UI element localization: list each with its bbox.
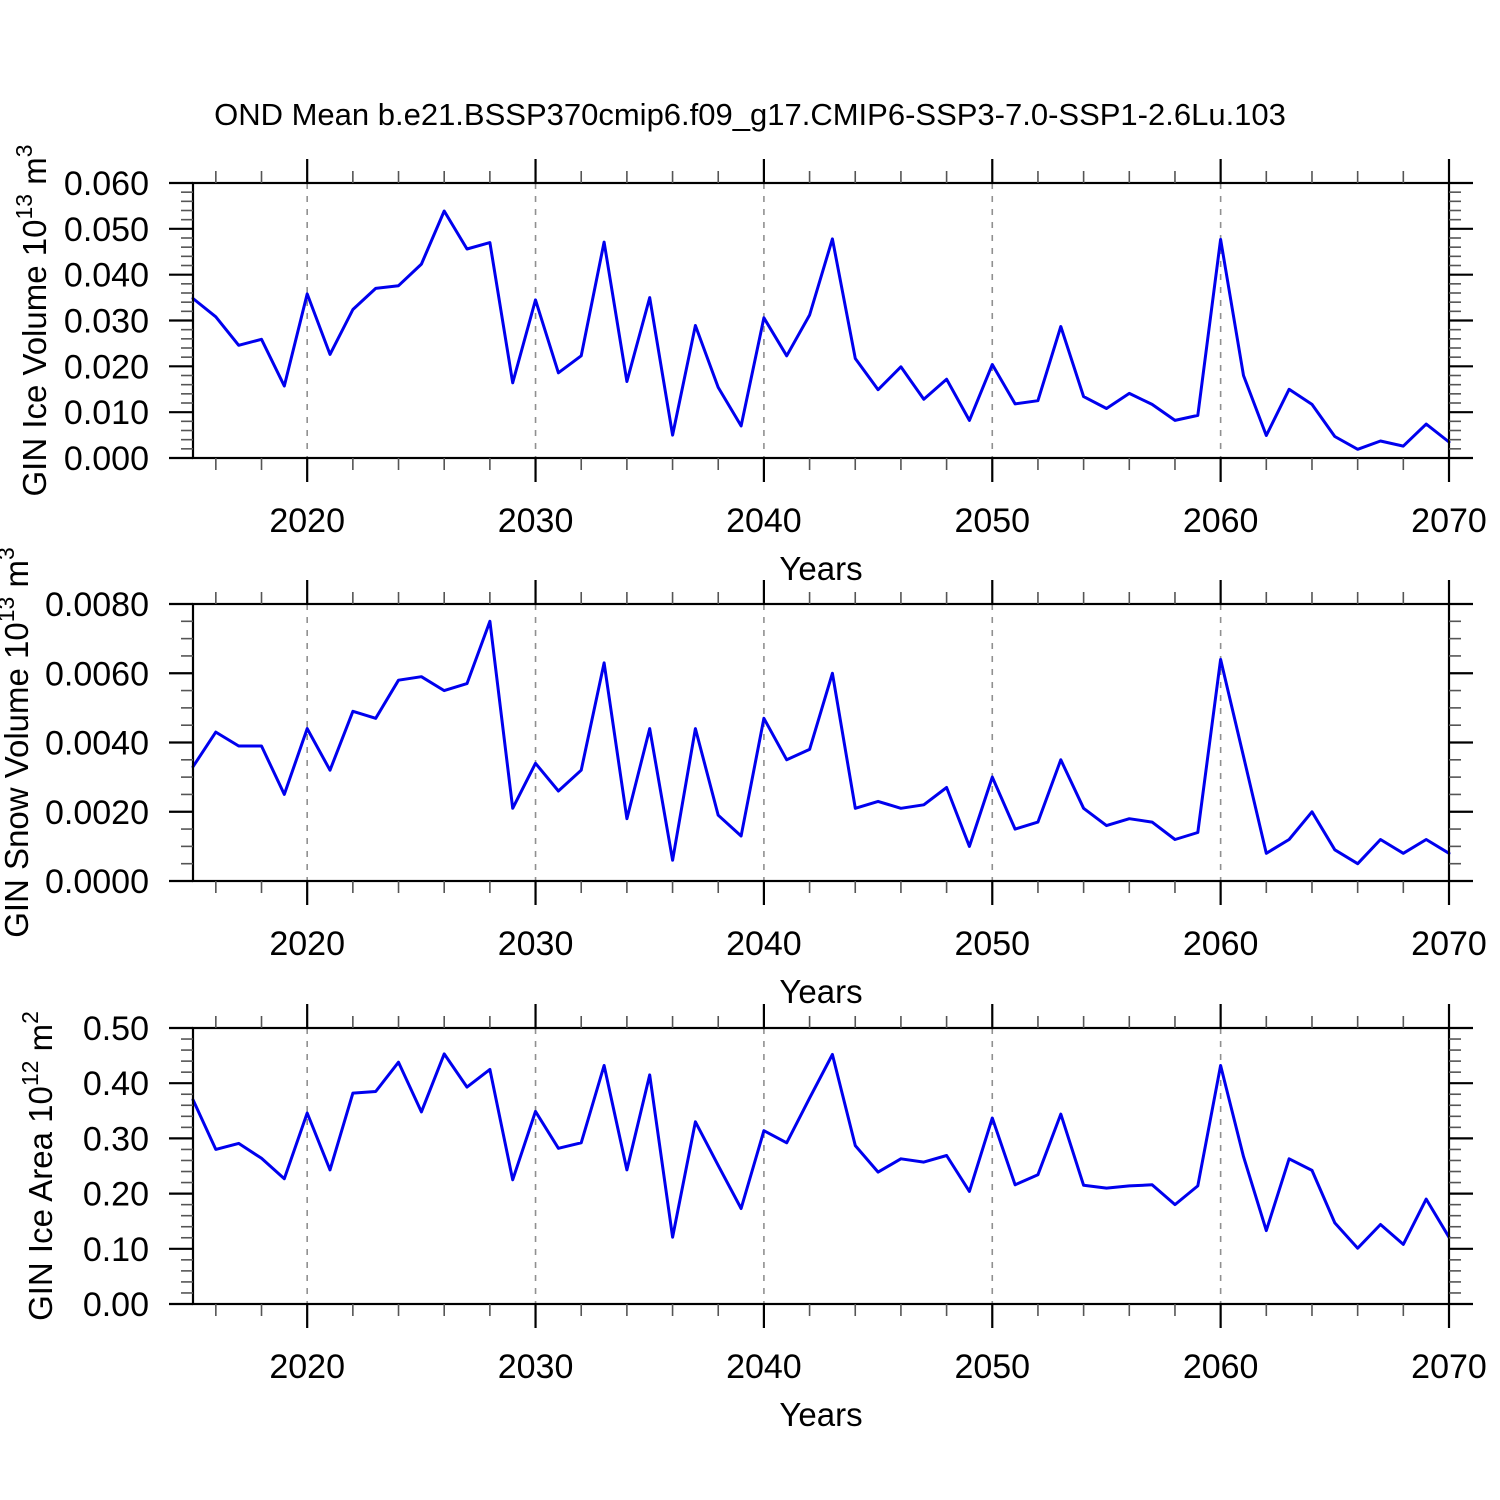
panel-gin-ice-volume: 0.000 0.010 0.020 0.030 0.040 0.050 0.060 2020 2… [11, 144, 1487, 587]
xtick-label: 2060 [1183, 502, 1259, 540]
ytick-label: 0.0060 [45, 655, 149, 693]
xtick-label: 2020 [269, 502, 345, 540]
ytick-label: 0.0080 [45, 586, 149, 624]
gin-snow-volume-line [191, 619, 1451, 866]
ytick-label: 0.00 [83, 1286, 149, 1324]
ytick-label: 0.010 [64, 394, 149, 432]
y-axis-label: GIN Ice Volume 1013 m3 [11, 144, 53, 496]
ytick-label: 0.30 [83, 1120, 149, 1158]
xtick-label: 2070 [1411, 502, 1487, 540]
x-axis-label: Years [779, 973, 862, 1010]
xtick-label: 2030 [498, 925, 574, 963]
chart-title: OND Mean b.e21.BSSP370cmip6.f09_g17.CMIP… [214, 97, 1286, 132]
ytick-label: 0.050 [64, 211, 149, 249]
xtick-label: 2020 [269, 925, 345, 963]
xtick-label: 2060 [1183, 1348, 1259, 1386]
xtick-label: 2040 [726, 502, 802, 540]
ytick-label: 0.20 [83, 1176, 149, 1214]
ytick-label: 0.020 [64, 348, 149, 386]
panel-gin-ice-area: 0.00 0.10 0.20 0.30 0.40 0.50 2020 2030 2040 2050… [17, 1004, 1487, 1433]
gin-ice-volume-line [191, 209, 1451, 451]
xtick-label: 2050 [954, 925, 1030, 963]
gin-ice-area-line [191, 1052, 1451, 1250]
ytick-label: 0.0020 [45, 794, 149, 832]
plot-border [191, 602, 1451, 883]
xtick-label: 2070 [1411, 1348, 1487, 1386]
panel-gin-snow-volume: 0.0000 0.0020 0.0040 0.0060 0.0080 2020 2030 20… [0, 547, 1487, 1010]
y-axis-label: GIN Ice Area 1012 m2 [17, 1011, 59, 1321]
xtick-label: 2040 [726, 925, 802, 963]
ytick-label: 0.0000 [45, 863, 149, 901]
ytick-label: 0.40 [83, 1065, 149, 1103]
xtick-label: 2020 [269, 1348, 345, 1386]
xtick-label: 2030 [498, 1348, 574, 1386]
xtick-label: 2040 [726, 1348, 802, 1386]
y-axis-label: GIN Snow Volume 1013 m3 [0, 547, 35, 938]
ytick-label: 0.000 [64, 440, 149, 478]
xtick-label: 2060 [1183, 925, 1259, 963]
ytick-label: 0.0040 [45, 725, 149, 763]
plot-border [191, 1026, 1451, 1306]
x-axis-label: Years [779, 550, 862, 587]
xtick-label: 2070 [1411, 925, 1487, 963]
xtick-label: 2050 [954, 502, 1030, 540]
x-axis-label: Years [779, 1396, 862, 1433]
ytick-label: 0.10 [83, 1231, 149, 1269]
xtick-label: 2030 [498, 502, 574, 540]
xtick-label: 2050 [954, 1348, 1030, 1386]
ytick-label: 0.060 [64, 165, 149, 203]
ytick-label: 0.040 [64, 257, 149, 295]
ytick-label: 0.50 [83, 1010, 149, 1048]
ytick-label: 0.030 [64, 303, 149, 341]
